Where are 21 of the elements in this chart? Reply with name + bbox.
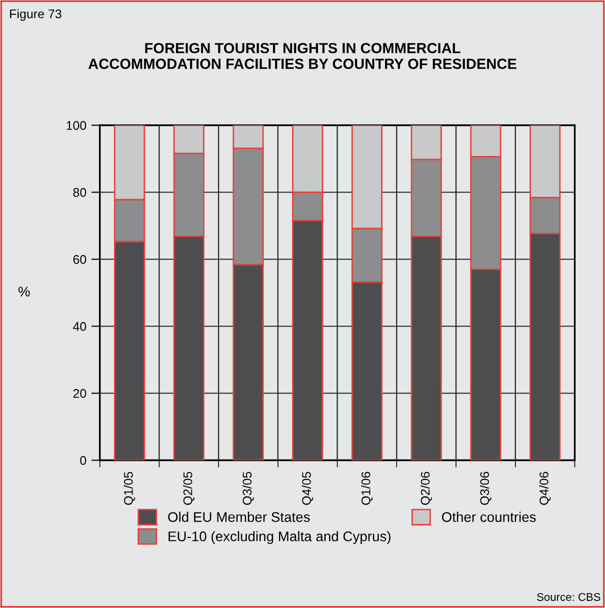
x-tick-label: Q3/05 [242,472,254,505]
x-tick-label: Q3/06 [480,472,492,505]
legend-label: Other countries [442,512,536,522]
source-note: Source: CBS [537,593,600,601]
x-tick-label: Q1/05 [124,472,136,505]
x-tick-label: Q1/06 [361,472,373,505]
x-tick-label: Q2/05 [183,472,194,505]
chart-title: FOREIGN TOURIST NIGHTS IN COMMERCIAL ACCOMMODATION FACILITIES BY COUNTRY OF RESIDENCE [88,42,516,69]
y-tick-label: 0 [80,456,86,465]
y-axis-title: % [18,286,30,296]
x-tick-label: Q4/06 [539,472,551,505]
y-tick-label: 60 [73,255,86,264]
x-tick-label: Q4/05 [302,472,314,505]
y-tick-label: 80 [73,188,86,197]
x-tick-label: Q2/06 [420,472,432,505]
y-tick-label: 20 [73,389,86,398]
legend-label: Old EU Member States [168,512,310,522]
y-tick-label: 40 [73,322,86,331]
caption: Figure 73 [10,9,62,21]
y-tick-label: 100 [66,121,86,130]
legend-label: EU-10 (excluding Malta and Cyprus) [168,531,390,544]
